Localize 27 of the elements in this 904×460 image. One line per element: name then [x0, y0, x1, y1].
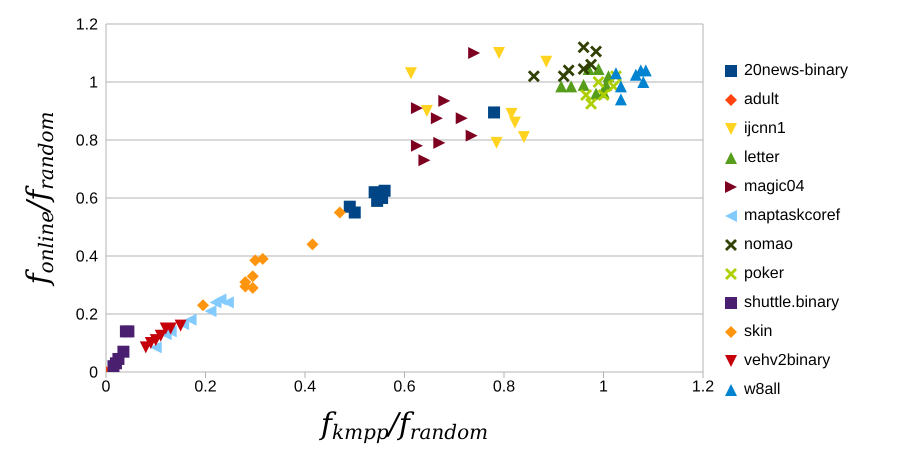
x-tick-label: 0.8	[492, 378, 516, 396]
legend-label: ijcnn1	[744, 120, 786, 138]
y-tick-label: 0	[89, 364, 98, 382]
legend-label: vehv2binary	[744, 352, 830, 370]
y-tick-label: 0.8	[76, 132, 98, 150]
legend-label: letter	[744, 148, 780, 166]
x-tick-label: 1	[599, 378, 608, 396]
legend-label: 20news-binary	[744, 62, 848, 80]
x-tick-label: 1.2	[692, 378, 714, 396]
legend-label: poker	[744, 264, 784, 282]
y-tick-label: 1	[89, 74, 98, 92]
y-tick-label: 0.4	[76, 248, 98, 266]
x-axis-title: f$_{kmpp}$/f$_{random}$	[318, 407, 488, 444]
legend-label: magic04	[744, 178, 804, 196]
legend-label: w8all	[744, 380, 780, 398]
y-tick-label: 0.6	[76, 190, 98, 208]
x-tick-label: 0.6	[393, 378, 416, 396]
x-tick-label: 0.4	[294, 378, 316, 396]
x-tick-label: 0	[102, 378, 111, 396]
x-tick-label: 0.2	[194, 378, 217, 396]
legend-label: nomao	[744, 236, 793, 254]
legend-label: shuttle.binary	[744, 294, 840, 312]
legend-label: maptaskcoref	[744, 206, 840, 224]
y-tick-label: 0.2	[76, 306, 98, 324]
legend-label: skin	[744, 322, 772, 340]
legend-label: adult	[744, 90, 779, 108]
y-tick-label: 1.2	[76, 16, 98, 34]
